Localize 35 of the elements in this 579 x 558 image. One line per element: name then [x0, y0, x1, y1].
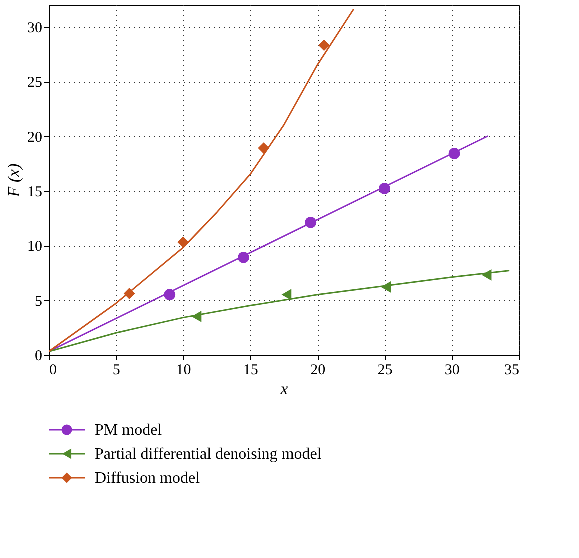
point [178, 236, 189, 248]
x-tick-label: 5 [112, 362, 120, 378]
point [164, 289, 176, 301]
y-tick-label: 0 [35, 348, 42, 364]
point [282, 289, 292, 301]
x-tick-label: 0 [50, 362, 57, 378]
point [258, 142, 270, 154]
legend-label: PM model [95, 422, 163, 439]
line-series [49, 8, 355, 352]
y-tick-label: 5 [35, 294, 42, 310]
x-tick-label: 30 [444, 362, 460, 378]
y-tick-label: 30 [28, 20, 42, 36]
x-axis-title: x [280, 380, 289, 398]
y-tick-label: 10 [28, 239, 42, 256]
point [448, 148, 460, 160]
y-tick-label: 20 [28, 130, 42, 146]
y-axis-title: F (x) [4, 163, 24, 198]
x-tick-label: 10 [176, 362, 192, 378]
x-tick-label: 15 [243, 362, 258, 378]
y-tick-label: 15 [28, 184, 42, 200]
point [379, 183, 390, 194]
legend-label: Diffusion model [95, 470, 201, 487]
line-series [49, 270, 510, 352]
x-tick-label: 20 [310, 362, 326, 378]
y-tick-label: 25 [28, 75, 42, 92]
point [124, 288, 136, 300]
x-tick-label: 35 [504, 362, 520, 378]
point [482, 269, 492, 281]
point [381, 281, 391, 293]
point [192, 311, 202, 322]
point [238, 252, 250, 264]
point [305, 216, 317, 228]
point [318, 40, 330, 52]
x-tick-label: 25 [378, 362, 393, 378]
legend-label: Partial differential denoising model [95, 446, 322, 463]
